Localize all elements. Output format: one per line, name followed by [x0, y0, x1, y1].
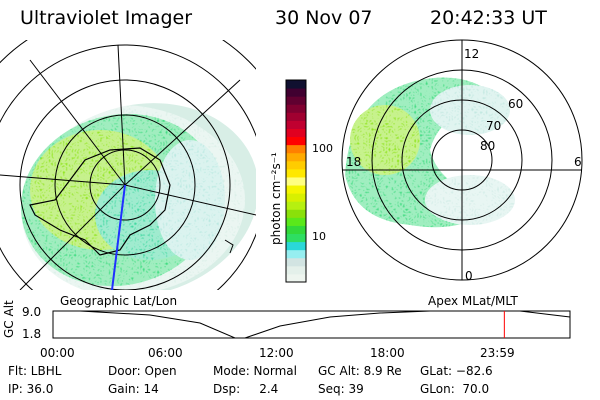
- colorbar-swatch: [286, 265, 306, 275]
- info-mode: Mode: Normal: [213, 364, 297, 378]
- geographic-map: [0, 40, 256, 290]
- colorbar-swatch: [286, 233, 306, 243]
- time-tick: 18:00: [370, 346, 405, 360]
- colorbar-swatch: [286, 201, 306, 210]
- time-tick: 06:00: [148, 346, 183, 360]
- colorbar-swatch: [286, 193, 306, 202]
- colorbar: [286, 80, 306, 283]
- info-ip: IP: 36.0: [8, 382, 54, 396]
- time-tick: 23:59: [480, 346, 515, 360]
- info-glat: GLat: −82.6: [420, 364, 493, 378]
- colorbar-swatch: [286, 152, 306, 162]
- time-tick: 12:00: [259, 346, 294, 360]
- colorbar-swatch: [286, 225, 306, 235]
- colorbar-swatch: [286, 176, 306, 186]
- colorbar-swatch: [286, 209, 306, 218]
- mlt-label-6: 6: [574, 155, 582, 169]
- apex-label: Apex MLat/MLT: [428, 294, 518, 308]
- colorbar-swatch: [286, 120, 306, 129]
- alt-tick: 1.8: [22, 327, 42, 341]
- geographic-label: Geographic Lat/Lon: [60, 294, 178, 308]
- colorbar-swatch: [286, 249, 306, 259]
- colorbar-swatch: [286, 160, 306, 170]
- colorbar-swatch: [286, 88, 306, 97]
- time-label: 20:42:33 UT: [430, 7, 547, 29]
- instrument-title: Ultraviolet Imager: [20, 7, 193, 29]
- colorbar-swatch: [286, 128, 306, 138]
- time-tick: 00:00: [40, 346, 75, 360]
- date-label: 30 Nov 07: [275, 7, 373, 29]
- alt-axis-label: GC Alt: [2, 300, 16, 338]
- mlt-label-12: 12: [464, 47, 479, 61]
- lat-label-80: 80: [480, 139, 495, 153]
- colorbar-label: photon cm⁻²s⁻¹: [269, 152, 283, 245]
- colorbar-tick: 100: [312, 142, 333, 155]
- lat-label-60: 60: [508, 97, 523, 111]
- colorbar-swatch: [286, 112, 306, 121]
- alt-tick: 9.0: [22, 305, 42, 319]
- mlt-label-0: 0: [465, 269, 473, 283]
- colorbar-swatch: [286, 144, 306, 154]
- info-filter: Flt: LBHL: [8, 364, 62, 378]
- colorbar-swatch: [286, 104, 306, 113]
- colorbar-swatch: [286, 168, 306, 178]
- colorbar-swatch: [286, 136, 306, 146]
- info-gain: Gain: 14: [108, 382, 159, 396]
- info-glon: GLon: 70.0: [420, 382, 490, 396]
- colorbar-swatch: [286, 96, 306, 105]
- colorbar-swatch: [286, 241, 306, 251]
- colorbar-swatch: [286, 257, 306, 267]
- info-dsp: Dsp: 2.4: [213, 382, 279, 396]
- mlt-label-18: 18: [346, 155, 361, 169]
- info-gc-alt: GC Alt: 8.9 Re: [318, 364, 402, 378]
- colorbar-swatch: [286, 217, 306, 226]
- altitude-plot: [52, 310, 571, 339]
- colorbar-swatch: [286, 185, 306, 194]
- info-door: Door: Open: [108, 364, 177, 378]
- info-seq: Seq: 39: [318, 382, 364, 396]
- colorbar-swatch: [286, 80, 306, 89]
- lat-label-70: 70: [486, 119, 501, 133]
- colorbar-swatch: [286, 273, 306, 283]
- magnetic-polar-map: 80 70 60 12 18 6 0: [341, 39, 583, 283]
- colorbar-tick: 10: [312, 230, 326, 243]
